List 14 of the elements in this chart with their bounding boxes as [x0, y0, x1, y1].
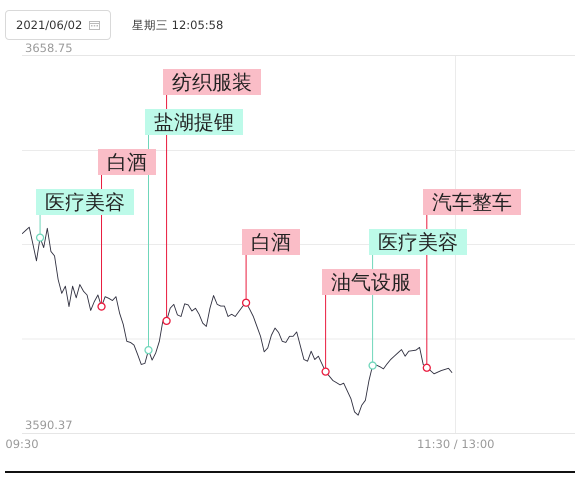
x-tick-label: 09:30	[5, 436, 39, 451]
data-label: 汽车整车	[432, 190, 512, 214]
data-label: 盐湖提锂	[154, 110, 234, 134]
data-label: 油气设服	[331, 270, 411, 294]
text: 星期三 12:05:58	[132, 18, 224, 32]
data-label: 纺织服装	[172, 70, 252, 94]
data-label: 白酒	[107, 150, 147, 174]
x-tick-label: 11:30 / 13:00	[416, 436, 494, 451]
data-label: 白酒	[251, 230, 291, 254]
data-label: 医疗美容	[378, 230, 458, 254]
date-field: 2021/06/02	[5, 10, 111, 40]
data-label: 医疗美容	[45, 190, 125, 214]
y-tick-label: 3590.37	[25, 418, 73, 432]
y-tick-label: 3658.75	[25, 40, 73, 55]
